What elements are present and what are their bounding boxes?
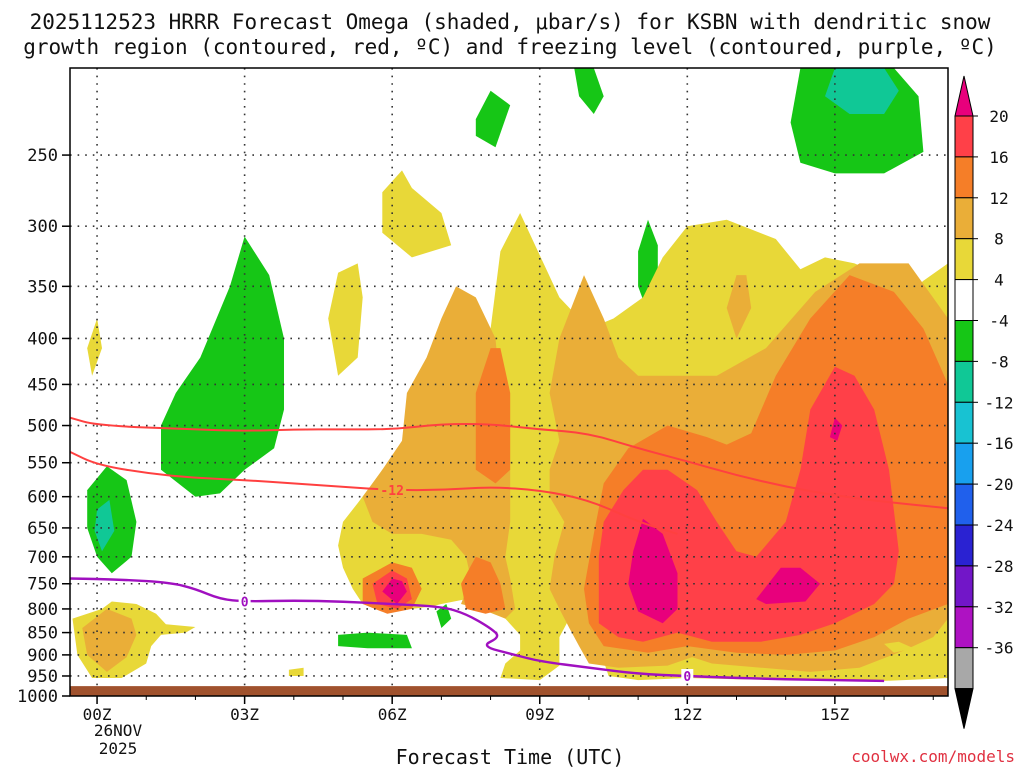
omega-region-4-30 xyxy=(884,641,914,653)
colorbar-tick-label-7: -12 xyxy=(985,393,1014,412)
colorbar-tick-label-9: -20 xyxy=(985,475,1014,494)
omega-region-4-12 xyxy=(328,263,363,376)
x-tick-label-00Z: 00Z xyxy=(83,705,112,724)
y-tick-label-400: 400 xyxy=(27,329,58,349)
colorbar-tick-label-12: -32 xyxy=(985,598,1014,617)
y-tick-label-750: 750 xyxy=(27,575,58,595)
colorbar-bin-3 xyxy=(954,238,974,281)
y-axis: 2503003504004505005506006507007508008509… xyxy=(17,146,70,707)
dgz-contour-label-1: -12 xyxy=(380,484,403,499)
omega-region-20-27 xyxy=(756,567,821,604)
dgz-contour-1 xyxy=(69,450,678,535)
credit-link[interactable]: coolwx.com/models xyxy=(851,747,1015,766)
plot-area xyxy=(70,68,949,696)
colorbar-bin-6 xyxy=(954,360,974,403)
omega-region-8-18 xyxy=(726,275,752,339)
colorbar-tick-label-3: 8 xyxy=(994,230,1004,249)
x-tick-label-06Z: 06Z xyxy=(378,705,407,724)
x-tick-label-03Z: 03Z xyxy=(230,705,259,724)
omega-region-12-21 xyxy=(461,556,506,614)
y-tick-label-550: 550 xyxy=(27,454,58,474)
y-tick-label-1000: 1000 xyxy=(17,687,58,707)
colorbar-bin-10 xyxy=(954,524,974,567)
freezing-label-bg-1 xyxy=(681,668,694,683)
omega-region--8-5 xyxy=(161,236,284,497)
omega-region-4-15 xyxy=(288,667,304,676)
colorbar-bin-1 xyxy=(954,156,974,199)
colorbar-bin-4 xyxy=(954,279,974,322)
colorbar-bin-0 xyxy=(954,115,974,158)
y-tick-label-250: 250 xyxy=(27,146,58,166)
freezing-contour-label-0: 0 xyxy=(241,596,249,611)
omega-region--8-8 xyxy=(338,632,412,649)
colorbar-bin-8 xyxy=(954,442,974,485)
chart-title-line2: growth region (contoured, red, ºC) and f… xyxy=(23,35,997,59)
freezing-contour-label-1: 0 xyxy=(683,670,691,685)
colorbar: 20 16 12 8 4 -4 -8 -12 -16 -20 -24 -28 -32 -36 xyxy=(954,75,1014,729)
colorbar-tick-label-4: 4 xyxy=(994,271,1004,290)
colorbar-bin-9 xyxy=(954,483,974,526)
plot-frame xyxy=(69,67,949,697)
y-tick-label-850: 850 xyxy=(27,624,58,644)
omega-region--8-9 xyxy=(436,604,452,628)
x-tick-label-09Z: 09Z xyxy=(525,705,554,724)
y-tick-label-700: 700 xyxy=(27,548,58,568)
colorbar-bin-13 xyxy=(954,647,974,690)
dgz-label-bg-1 xyxy=(378,482,407,498)
y-tick-label-800: 800 xyxy=(27,600,58,620)
colorbar-bin-11 xyxy=(954,565,974,608)
contour-layer: -12 0 0 xyxy=(69,416,949,685)
colorbar-top-arrow xyxy=(954,75,974,117)
x-tick-label-15Z: 15Z xyxy=(820,705,849,724)
ground-surface xyxy=(70,686,948,696)
colorbar-bin-5 xyxy=(954,320,974,362)
omega-region-8-19 xyxy=(82,608,137,672)
omega-region-4-11 xyxy=(382,170,452,258)
chart-title-line1: 2025112523 HRRR Forecast Omega (shaded, … xyxy=(30,10,991,34)
omega-region--8-2 xyxy=(574,68,604,114)
colorbar-tick-label-13: -36 xyxy=(985,639,1014,658)
omega-region-4-13 xyxy=(87,318,102,376)
colorbar-bin-7 xyxy=(954,401,974,444)
omega-region-20-29 xyxy=(829,417,843,441)
y-tick-label-950: 950 xyxy=(27,667,58,687)
omega-region--12-7 xyxy=(94,499,115,552)
omega-region--8-3 xyxy=(475,90,511,148)
x-date-day: 26NOV xyxy=(94,721,143,740)
y-tick-label-500: 500 xyxy=(27,417,58,437)
omega-region-20-28 xyxy=(382,578,407,604)
y-tick-label-650: 650 xyxy=(27,519,58,539)
x-axis-label: Forecast Time (UTC) xyxy=(396,745,625,768)
y-tick-label-450: 450 xyxy=(27,375,58,395)
omega-region-20-26 xyxy=(628,518,678,624)
colorbar-tick-label-11: -28 xyxy=(985,557,1014,576)
dgz-contour-0 xyxy=(69,416,949,510)
freezing-label-bg-0 xyxy=(238,594,251,609)
omega-region-12-20 xyxy=(475,348,511,484)
colorbar-bin-2 xyxy=(954,197,974,240)
omega-region-8-16 xyxy=(362,286,516,619)
y-tick-label-300: 300 xyxy=(27,217,58,237)
colorbar-tick-label-10: -24 xyxy=(985,516,1014,535)
x-axis: 00Z 03Z 06Z 09Z 12Z 15Z xyxy=(83,696,934,724)
y-tick-label-350: 350 xyxy=(27,277,58,297)
colorbar-tick-label-6: -8 xyxy=(989,352,1008,371)
colorbar-tick-label-0: 20 xyxy=(989,107,1008,126)
x-date-year: 2025 xyxy=(99,739,138,758)
y-tick-label-600: 600 xyxy=(27,488,58,508)
colorbar-tick-label-5: -4 xyxy=(989,312,1008,331)
colorbar-bin-12 xyxy=(954,606,974,649)
colorbar-tick-label-8: -16 xyxy=(985,434,1014,453)
omega-region--12-1 xyxy=(825,68,899,114)
colorbar-bottom-arrow xyxy=(954,688,974,729)
colorbar-tick-label-2: 12 xyxy=(989,189,1008,208)
y-tick-label-900: 900 xyxy=(27,646,58,666)
colorbar-tick-label-1: 16 xyxy=(989,148,1008,167)
x-tick-label-12Z: 12Z xyxy=(673,705,702,724)
